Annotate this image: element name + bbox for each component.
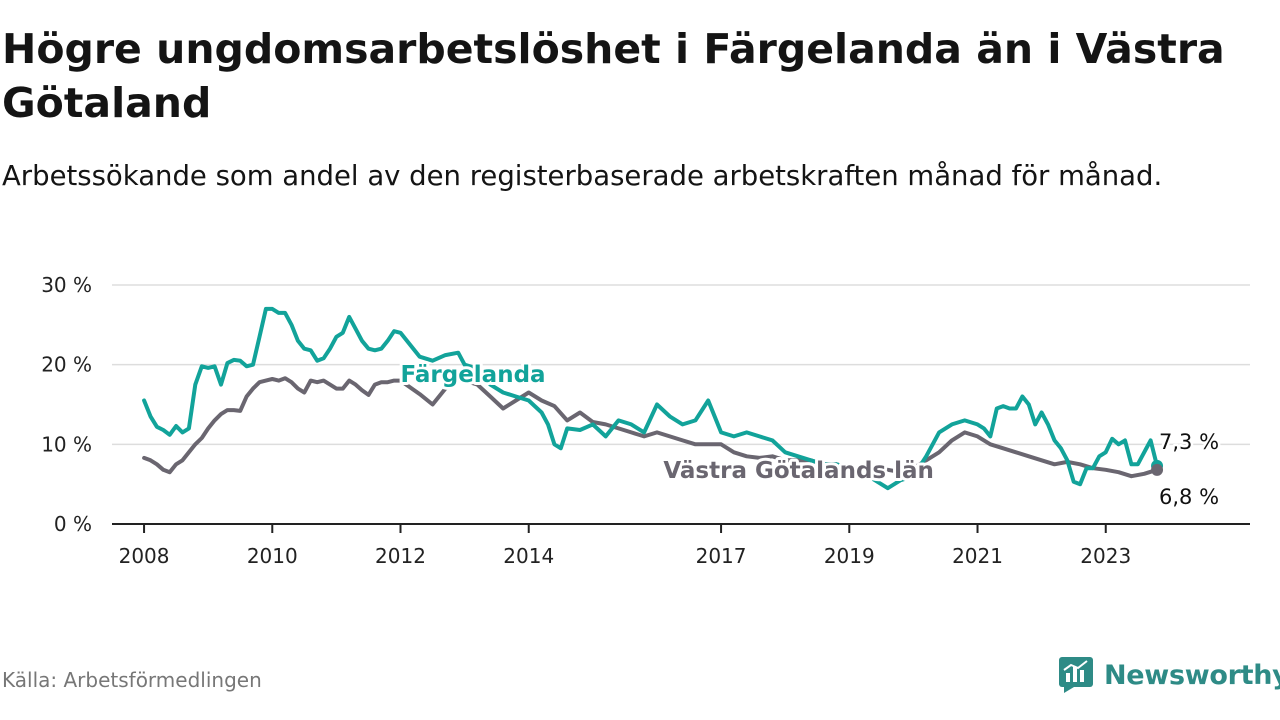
grid-lines	[112, 284, 1250, 525]
brand-name: Newsworthy	[1104, 659, 1280, 691]
end-point-vastra-gotaland	[1151, 463, 1164, 476]
x-tick-label: 2019	[824, 544, 875, 568]
y-tick-label: 0 %	[54, 512, 92, 536]
line-vastra-gotaland	[142, 376, 1159, 479]
end-label-vastra-gotaland: 6,8 %	[1159, 485, 1219, 509]
y-tick-label: 10 %	[41, 432, 92, 456]
x-tick-label: 2017	[696, 544, 747, 568]
y-axis-ticks: 0 % 10 % 20 % 30 %	[41, 273, 92, 536]
source-credit: Källa: Arbetsförmedlingen	[2, 668, 262, 692]
y-tick-label: 30 %	[41, 273, 92, 297]
y-tick-label: 20 %	[41, 353, 92, 377]
x-axis-ticks: 2008 2010 2012 2014 2017 2019 2021 2023	[119, 524, 1131, 568]
series-lines	[142, 306, 1164, 491]
series-labels: Färgelanda Västra Götalands län 7,3 % 6,…	[398, 359, 1222, 511]
x-tick-label: 2023	[1080, 544, 1131, 568]
end-label-fargelanda: 7,3 %	[1159, 430, 1219, 454]
newsworthy-logo-icon	[1059, 657, 1093, 693]
x-tick-label: 2014	[503, 544, 554, 568]
chart-title: Högre ungdomsarbetslöshet i Färgelanda ä…	[2, 25, 1225, 127]
line-fargelanda	[142, 306, 1159, 491]
line-chart: 0 % 10 % 20 % 30 % 2008 2010 2012 2014 2017 2019…	[41, 273, 1250, 568]
x-tick-label: 2008	[119, 544, 170, 568]
x-tick-label: 2010	[247, 544, 298, 568]
x-tick-label: 2021	[952, 544, 1003, 568]
x-tick-label: 2012	[375, 544, 426, 568]
brand-logo: Newsworthy	[1058, 655, 1280, 695]
series-label-fargelanda: Färgelanda	[401, 362, 546, 388]
series-label-vastra-gotaland: Västra Götalands län	[663, 458, 934, 484]
chart-subtitle: Arbetssökande som andel av den registerb…	[2, 160, 1163, 192]
